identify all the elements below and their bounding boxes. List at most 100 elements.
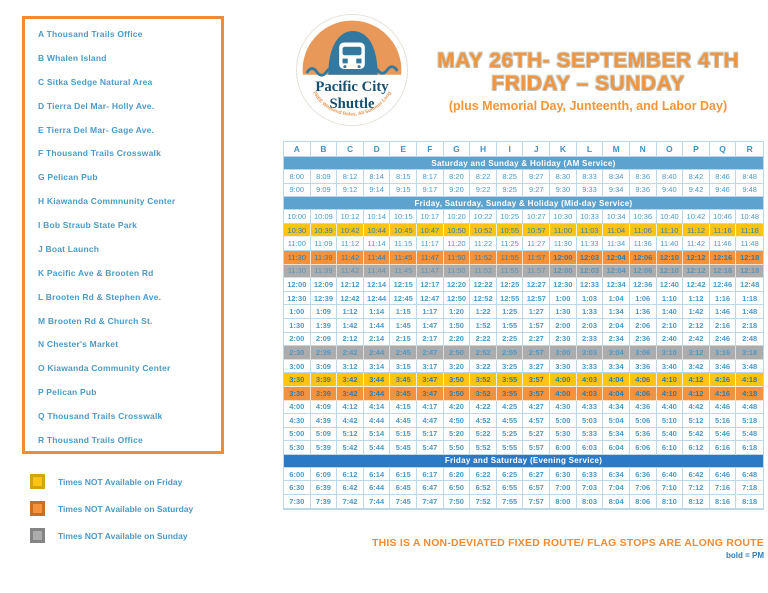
time-cell: 3:25	[496, 359, 524, 374]
time-cell: 8:20	[443, 170, 471, 184]
column-header-a: A	[284, 142, 311, 157]
time-cell: 11:50	[443, 264, 471, 279]
days-title: FRIDAY – SUNDAY	[491, 71, 685, 95]
time-cell: 6:12	[337, 467, 364, 482]
time-cell: 6:00	[284, 467, 311, 482]
column-header-k: K	[550, 142, 577, 157]
time-cell: 2:45	[390, 346, 418, 360]
stop-item-o: O Kiawanda Community Center	[38, 363, 171, 374]
time-cell: 6:46	[709, 467, 737, 482]
time-cell: 2:10	[656, 318, 684, 333]
time-cell: 11:10	[656, 223, 684, 238]
section-band-title: Friday and Saturday (Evening Service)	[284, 454, 763, 468]
time-cell: 12:17	[417, 278, 444, 292]
stop-item-a: A Thousand Trails Office	[38, 29, 143, 39]
time-cell: 11:33	[576, 237, 604, 251]
time-cell: 1:03	[576, 291, 604, 306]
logo-subtitle: Shuttle	[330, 96, 375, 112]
time-cell: 1:33	[576, 305, 604, 319]
time-cell: 11:36	[629, 237, 657, 251]
time-cell: 3:57	[523, 373, 551, 387]
time-cell: 9:30	[550, 183, 577, 198]
time-cell: 11:42	[337, 264, 364, 279]
time-cell: 6:10	[656, 441, 684, 455]
time-cell: 11:06	[629, 223, 657, 238]
time-cell: 9:12	[337, 183, 364, 198]
time-cell: 11:18	[736, 223, 763, 238]
time-cell: 1:18	[736, 291, 763, 306]
time-cell: 12:16	[709, 250, 737, 265]
time-cell: 2:12	[683, 318, 710, 333]
time-cell: 4:48	[736, 400, 763, 415]
time-cell: 1:40	[656, 305, 684, 319]
time-cell: 1:10	[656, 291, 684, 306]
time-cell: 1:42	[683, 305, 710, 319]
time-cell: 11:27	[523, 237, 551, 251]
time-cell: 1:45	[390, 318, 418, 333]
time-cell: 11:17	[417, 237, 444, 251]
time-cell: 12:30	[550, 278, 577, 292]
time-cell: 11:30	[550, 237, 577, 251]
stop-item-m: M Brooten Rd & Church St.	[38, 315, 153, 326]
time-cell: 9:09	[310, 183, 338, 198]
time-cell: 2:55	[496, 346, 524, 360]
time-cell: 6:18	[736, 441, 763, 455]
time-cell: 11:42	[337, 250, 364, 265]
time-cell: 9:27	[523, 183, 551, 198]
time-cell: 1:17	[417, 305, 444, 319]
time-cell: 5:25	[496, 427, 524, 442]
time-cell: 7:06	[629, 481, 657, 496]
schedule-row-330-yellow: 3:30 3:39 3:42 3:44 3:45 3:47 3:50 3:52 3:55 3:57…	[284, 373, 763, 387]
time-cell: 4:47	[417, 414, 444, 428]
time-cell: 8:10	[656, 495, 684, 509]
stop-item-n: N Chester's Market	[38, 339, 119, 350]
column-header-m: M	[603, 142, 630, 157]
bold-pm-note: bold = PM	[726, 551, 764, 560]
time-cell: 10:17	[417, 210, 444, 224]
legend-item: Times NOT Available on Friday	[30, 474, 193, 489]
time-cell: 11:52	[470, 264, 497, 279]
time-cell: 5:47	[417, 441, 444, 455]
time-cell: 8:48	[736, 170, 763, 184]
column-header-i: I	[496, 142, 524, 157]
time-cell: 5:30	[284, 441, 311, 455]
time-cell: 8:15	[390, 170, 418, 184]
column-header-h: H	[470, 142, 497, 157]
time-cell: 5:04	[603, 414, 630, 428]
time-cell: 2:16	[709, 318, 737, 333]
column-header-j: J	[523, 142, 551, 157]
time-cell: 4:03	[576, 386, 604, 401]
stop-item-r: R Thousand Trails Office	[38, 434, 143, 445]
legend-label: Times NOT Available on Sunday	[58, 530, 188, 541]
time-cell: 3:39	[310, 373, 338, 387]
time-cell: 3:12	[683, 346, 710, 360]
time-cell: 11:20	[443, 237, 471, 251]
time-cell: 11:39	[310, 264, 338, 279]
time-cell: 12:00	[550, 250, 577, 265]
schedule-row-1130-orange: 11:30 11:39 11:42 11:44 11:45 11:47 11:50 11:52…	[284, 250, 763, 265]
time-cell: 11:14	[363, 237, 391, 251]
time-cell: 4:16	[709, 386, 737, 401]
time-cell: 4:39	[310, 414, 338, 428]
time-cell: 1:46	[709, 305, 737, 319]
time-cell: 1:09	[310, 305, 338, 319]
time-cell: 3:33	[576, 359, 604, 374]
stop-item-j: J Boat Launch	[38, 243, 100, 254]
time-cell: 11:30	[284, 250, 311, 265]
time-cell: 8:14	[363, 170, 391, 184]
time-cell: 11:25	[496, 237, 524, 251]
time-cell: 7:57	[523, 495, 551, 509]
time-cell: 4:34	[603, 400, 630, 415]
time-cell: 5:16	[709, 414, 737, 428]
time-cell: 6:42	[683, 467, 710, 482]
time-cell: 8:34	[603, 170, 630, 184]
column-header-e: E	[390, 142, 418, 157]
schedule-row-730-white: 7:30 7:39 7:42 7:44 7:45 7:47 7:50 7:52 7:55 7:57…	[284, 495, 763, 509]
column-header-d: D	[363, 142, 391, 157]
time-cell: 7:12	[683, 481, 710, 496]
time-cell: 9:14	[363, 183, 391, 198]
time-cell: 5:48	[736, 427, 763, 442]
time-cell: 11:00	[550, 223, 577, 238]
time-cell: 12:18	[736, 250, 763, 265]
time-cell: 7:52	[470, 495, 497, 509]
